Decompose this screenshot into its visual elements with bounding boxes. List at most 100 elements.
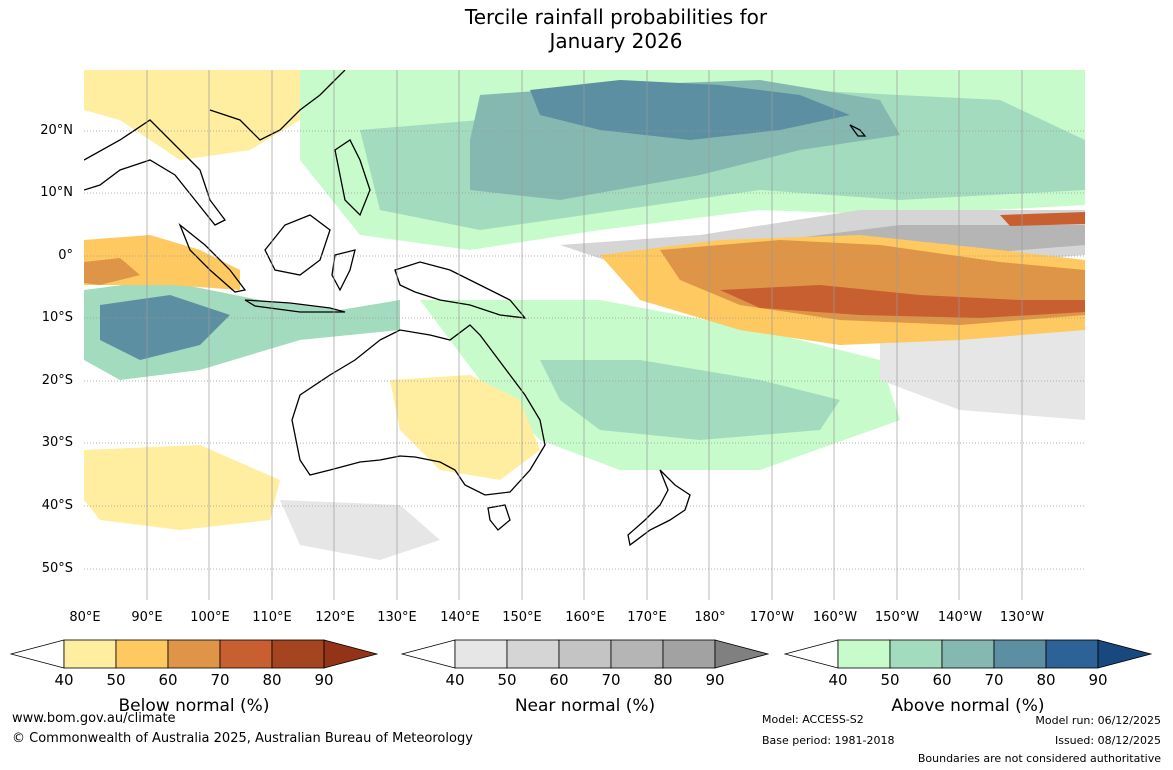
near-colorbar-swatch-60-70 bbox=[558, 639, 612, 669]
near-colorbar-swatch-80-90 bbox=[662, 639, 716, 669]
map-title: Tercile rainfall probabilities for Janua… bbox=[0, 5, 1173, 53]
above-colorbar-over-triangle bbox=[1097, 639, 1152, 669]
rainfall-probability-map bbox=[84, 70, 1085, 600]
below-tick-60: 60 bbox=[158, 671, 178, 689]
above-colorbar-swatch-40-50 bbox=[837, 639, 891, 669]
above-tick-60: 60 bbox=[932, 671, 952, 689]
below-tick-90: 90 bbox=[314, 671, 334, 689]
borneo-coastline bbox=[264, 214, 331, 276]
lon-label-150e: 150°E bbox=[502, 610, 542, 625]
coastlines bbox=[84, 70, 867, 547]
lat-label-30s: 30°S bbox=[41, 435, 73, 450]
lon-label-130w: 130°W bbox=[999, 610, 1045, 625]
below-normal-region-australia bbox=[390, 375, 540, 480]
lon-label-100e: 100°E bbox=[190, 610, 230, 625]
above-colorbar-under-triangle bbox=[784, 639, 839, 669]
australia-coastline bbox=[291, 324, 546, 496]
lon-label-160e: 160°E bbox=[565, 610, 605, 625]
below-colorbar-swatch-60-70 bbox=[167, 639, 221, 669]
near-colorbar-swatch-40-50 bbox=[454, 639, 508, 669]
footer-disclaimer: Boundaries are not considered authoritat… bbox=[917, 752, 1161, 765]
tasmania-coastline bbox=[487, 504, 511, 531]
below-tick-70: 70 bbox=[210, 671, 230, 689]
above-tick-90: 90 bbox=[1088, 671, 1108, 689]
lon-label-140w: 140°W bbox=[937, 610, 983, 625]
java-coastline bbox=[244, 299, 346, 313]
above-normal-region-indian-ocean-core bbox=[100, 295, 230, 360]
near-normal-region-southern-ocean bbox=[280, 500, 440, 560]
below-normal-label: Below normal (%) bbox=[118, 696, 270, 716]
above-normal-region-north-pacific-peak bbox=[530, 80, 850, 140]
lon-label-120e: 120°E bbox=[315, 610, 355, 625]
below-normal-colorbar bbox=[10, 639, 378, 669]
near-normal-region-south-pacific bbox=[880, 320, 1085, 420]
near-colorbar-swatch-70-80 bbox=[610, 639, 664, 669]
philippines-coastline bbox=[334, 139, 371, 217]
lon-label-170w: 170°W bbox=[749, 610, 795, 625]
near-normal-colorbar bbox=[401, 639, 769, 669]
below-colorbar-swatch-50-60 bbox=[115, 639, 169, 669]
below-normal-region-north-equatorial-pacific bbox=[1000, 212, 1085, 226]
above-colorbar-swatch-50-60 bbox=[889, 639, 943, 669]
below-colorbar-swatch-40-50 bbox=[63, 639, 117, 669]
near-tick-40: 40 bbox=[445, 671, 465, 689]
near-normal-label: Near normal (%) bbox=[514, 696, 656, 716]
below-tick-80: 80 bbox=[262, 671, 282, 689]
lat-label-10s: 10°S bbox=[41, 310, 73, 325]
lon-label-140e: 140°E bbox=[440, 610, 480, 625]
above-colorbar-swatch-70-80 bbox=[993, 639, 1047, 669]
near-tick-80: 80 bbox=[653, 671, 673, 689]
above-normal-label: Above normal (%) bbox=[891, 696, 1045, 716]
footer-base-period: Base period: 1981-2018 bbox=[762, 734, 895, 747]
footer-copyright: © Commonwealth of Australia 2025, Austra… bbox=[12, 731, 473, 746]
below-colorbar-swatch-70-80 bbox=[219, 639, 273, 669]
above-tick-80: 80 bbox=[1036, 671, 1056, 689]
lon-label-160w: 160°W bbox=[812, 610, 858, 625]
above-colorbar-swatch-60-70 bbox=[941, 639, 995, 669]
asia-mainland-coastline bbox=[84, 70, 346, 226]
new-zealand-coastline bbox=[627, 469, 691, 547]
new-guinea-coastline bbox=[394, 261, 527, 319]
lon-label-180: 180° bbox=[694, 610, 726, 625]
near-colorbar-over-triangle bbox=[714, 639, 769, 669]
lat-label-10n: 10°N bbox=[40, 185, 73, 200]
footer-model-run: Model run: 06/12/2025 bbox=[1035, 714, 1161, 727]
below-normal-region-southern-ocean bbox=[84, 445, 280, 530]
lon-label-90e: 90°E bbox=[131, 610, 163, 625]
footer-model: Model: ACCESS-S2 bbox=[762, 713, 864, 726]
near-colorbar-swatch-50-60 bbox=[506, 639, 560, 669]
near-tick-50: 50 bbox=[497, 671, 517, 689]
below-normal-region-south-china-sea bbox=[84, 70, 300, 160]
footer-issued: Issued: 08/12/2025 bbox=[1054, 734, 1161, 747]
above-tick-70: 70 bbox=[984, 671, 1004, 689]
above-colorbar-swatch-80-90 bbox=[1045, 639, 1099, 669]
lat-label-equator: 0° bbox=[58, 248, 73, 263]
lat-label-20n: 20°N bbox=[40, 123, 73, 138]
below-colorbar-swatch-80-90 bbox=[271, 639, 325, 669]
lat-label-20s: 20°S bbox=[41, 373, 73, 388]
lon-label-150w: 150°W bbox=[874, 610, 920, 625]
above-normal-region-coral-sea-core bbox=[540, 360, 840, 440]
footer-url[interactable]: www.bom.gov.au/climate bbox=[12, 711, 176, 726]
below-colorbar-under-triangle bbox=[10, 639, 65, 669]
sulawesi-coastline bbox=[331, 249, 356, 292]
probability-field bbox=[84, 70, 1085, 560]
below-tick-50: 50 bbox=[106, 671, 126, 689]
near-tick-90: 90 bbox=[705, 671, 725, 689]
below-colorbar-over-triangle bbox=[323, 639, 378, 669]
near-colorbar-under-triangle bbox=[401, 639, 456, 669]
lon-label-110e: 110°E bbox=[252, 610, 292, 625]
above-tick-40: 40 bbox=[828, 671, 848, 689]
below-tick-40: 40 bbox=[54, 671, 74, 689]
hawaii-coastline bbox=[849, 124, 867, 137]
lat-label-50s: 50°S bbox=[41, 561, 73, 576]
below-normal-region-equatorial-pacific-peak bbox=[720, 285, 1085, 318]
lat-label-40s: 40°S bbox=[41, 498, 73, 513]
near-tick-60: 60 bbox=[549, 671, 569, 689]
lon-label-80e: 80°E bbox=[69, 610, 101, 625]
title-line-2: January 2026 bbox=[549, 29, 683, 53]
below-normal-region-maritime-continent-core bbox=[84, 258, 140, 285]
above-tick-50: 50 bbox=[880, 671, 900, 689]
graticule bbox=[84, 70, 1085, 600]
title-line-1: Tercile rainfall probabilities for bbox=[464, 5, 768, 29]
